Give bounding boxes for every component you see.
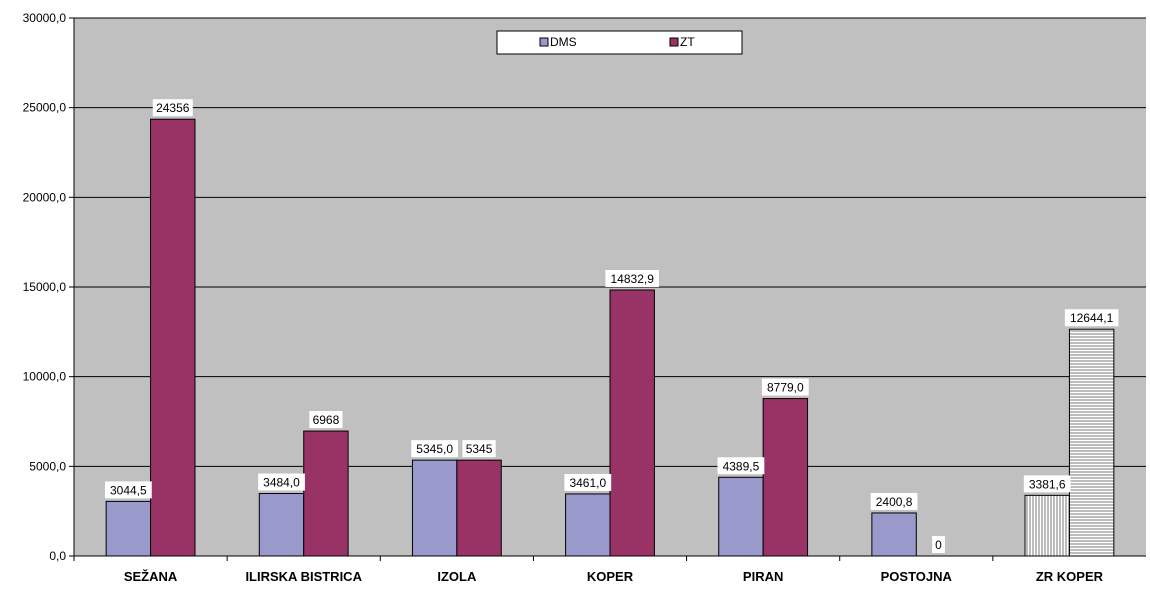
legend-box	[496, 30, 743, 55]
data-label-bg	[152, 99, 193, 117]
bar-zt	[303, 430, 349, 557]
data-label-bg	[605, 269, 660, 287]
data-label: 3381,6	[1029, 477, 1066, 491]
bar-dms	[105, 500, 152, 557]
y-tick-label: 20000,0	[23, 190, 67, 204]
bars	[105, 118, 1115, 557]
bar-zt	[609, 289, 655, 557]
bar-zt	[762, 398, 809, 557]
x-category-label: POSTOJNA	[881, 569, 953, 584]
y-tick-label: 5000,0	[29, 459, 66, 473]
data-label-bg	[932, 536, 945, 553]
data-label-bg	[761, 378, 809, 396]
data-label-bg	[1023, 475, 1071, 493]
data-labels: 3044,5 24356 3484,0 6968 5345,0 5345 3461,0 148…	[104, 99, 1119, 553]
bar-dms	[718, 476, 764, 557]
y-tick-label: 15000,0	[23, 280, 67, 294]
x-category-label: ILIRSKA BISTRICA	[245, 569, 362, 584]
data-label: 0	[935, 538, 942, 552]
y-tick-label: 30000,0	[23, 11, 67, 25]
data-label: 14832,9	[611, 272, 655, 286]
data-label-bg	[411, 440, 459, 458]
bar-dms	[411, 459, 458, 557]
data-label-bg	[717, 457, 765, 475]
data-label-bg	[309, 411, 343, 429]
x-category-label: IZOLA	[437, 569, 477, 584]
data-label: 5345,0	[416, 442, 453, 456]
data-label-bg	[564, 473, 612, 491]
data-label-bg	[258, 473, 305, 491]
bar-zt	[1068, 328, 1115, 557]
data-label-bg	[462, 440, 496, 458]
legend-swatch-zt	[669, 37, 679, 47]
bar-zt	[150, 118, 196, 557]
legend-swatch-dms	[539, 37, 549, 47]
data-label: 3484,0	[263, 476, 300, 490]
y-tick-label: 25000,0	[23, 101, 67, 115]
legend-label-zt: ZT	[680, 35, 695, 49]
data-label: 3461,0	[569, 476, 606, 490]
bar-dms	[1024, 494, 1070, 557]
data-label-bg	[870, 492, 918, 510]
data-label: 5345	[466, 442, 493, 456]
legend: DMS ZT	[496, 30, 743, 55]
x-category-label: PIRAN	[743, 569, 783, 584]
data-label: 6968	[313, 413, 340, 427]
y-tick-label: 10000,0	[23, 370, 67, 384]
y-tick-label: 0,0	[49, 549, 66, 563]
data-label: 8779,0	[767, 381, 804, 395]
data-label-bg	[1064, 309, 1119, 327]
axes: 0,0 5000,0 10000,0 15000,0 20000,0 25000,0 300…	[23, 11, 1146, 584]
data-label: 24356	[156, 101, 190, 115]
data-label: 3044,5	[110, 483, 147, 497]
data-label: 12644,1	[1070, 311, 1114, 325]
bar-dms	[258, 493, 305, 557]
data-label: 4389,5	[723, 459, 760, 473]
x-category-label: KOPER	[587, 569, 634, 584]
data-label: 2400,8	[876, 495, 913, 509]
x-category-label: SEŽANA	[124, 569, 178, 584]
x-category-label: ZR KOPER	[1036, 569, 1104, 584]
bar-dms	[565, 493, 611, 557]
bar-zt	[456, 459, 502, 557]
data-label-bg	[104, 481, 152, 499]
bar-dms	[871, 512, 917, 557]
legend-label-dms: DMS	[550, 35, 577, 49]
